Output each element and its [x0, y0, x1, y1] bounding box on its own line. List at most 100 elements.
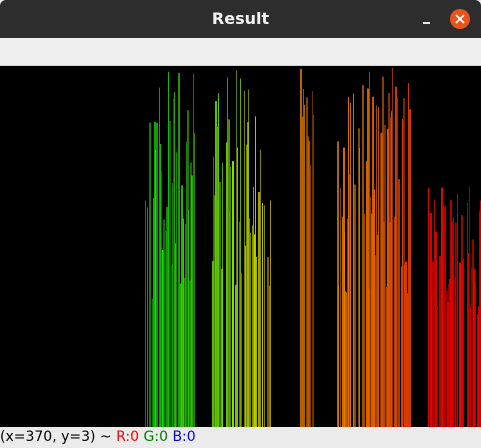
pixel-streak: [337, 141, 339, 427]
pixel-streak: [378, 106, 379, 427]
pixel-streak: [338, 285, 339, 427]
pixel-streak: [222, 163, 223, 427]
pixel-streak: [175, 243, 176, 427]
pixel-streak: [362, 85, 364, 427]
pixel-streak: [176, 152, 177, 427]
pixel-streak: [374, 189, 375, 427]
pixel-streak: [312, 91, 313, 427]
pixel-streak: [269, 285, 270, 427]
pixel-streak: [457, 193, 458, 427]
pixel-streak: [404, 264, 405, 427]
pixel-streak: [169, 121, 171, 427]
pixel-streak: [174, 92, 175, 427]
pixel-streak: [310, 165, 311, 427]
pixel-streak: [373, 196, 374, 427]
pixel-streak: [267, 257, 269, 427]
pixel-streak: [254, 234, 255, 427]
pixel-streak: [248, 89, 249, 427]
pixel-streak: [218, 93, 219, 427]
pixel-streak: [160, 143, 161, 427]
pixel-streak: [258, 192, 260, 427]
pixel-streak: [359, 148, 360, 427]
pixel-streak: [163, 219, 165, 427]
close-icon: [455, 14, 465, 24]
pixel-streak: [313, 114, 314, 427]
pixel-streak: [350, 102, 351, 427]
pixel-streak: [147, 207, 148, 427]
minimize-icon: [423, 22, 430, 24]
pixel-streak: [145, 200, 146, 427]
pixel-streak: [250, 232, 251, 427]
red-value: R:0: [116, 429, 140, 445]
pixel-streak: [407, 293, 408, 427]
minimize-button[interactable]: [414, 8, 438, 30]
pixel-streak: [344, 231, 345, 427]
pixel-streak: [459, 262, 461, 427]
pixel-streak: [443, 206, 445, 427]
pixel-streak: [397, 97, 398, 427]
pixel-streak: [264, 205, 265, 427]
pixel-streak: [156, 122, 158, 427]
pixel-streak: [232, 161, 234, 427]
pixel-streak: [152, 298, 153, 427]
pixel-streak: [392, 67, 393, 427]
pixel-streak: [255, 116, 256, 427]
pixel-streak: [370, 196, 371, 427]
pixel-streak: [161, 171, 162, 427]
pixel-streak: [405, 261, 407, 427]
pixel-streak: [456, 223, 457, 427]
pixel-streak: [403, 98, 405, 427]
pixel-streak: [445, 205, 446, 427]
green-value: G:0: [143, 429, 168, 445]
pixel-streak: [191, 175, 193, 427]
pixel-streak: [434, 199, 435, 427]
pixel-streak: [159, 87, 160, 427]
pixel-streak: [367, 88, 369, 427]
pixel-streak: [441, 187, 443, 427]
status-bar: (x=370, y=3) ~ R:0 G:0 B:0: [0, 427, 481, 448]
pixel-streak: [462, 258, 464, 427]
pixel-streak: [230, 166, 231, 427]
pixel-streak: [253, 186, 254, 427]
pixel-streak: [308, 141, 310, 427]
pixel-streak: [167, 206, 168, 427]
pixel-streak: [168, 71, 169, 427]
pixel-streak: [304, 104, 305, 427]
pixel-streak: [194, 132, 195, 427]
pixel-streak: [354, 184, 356, 427]
pixel-streak: [390, 117, 391, 427]
pixel-streak: [173, 98, 174, 427]
pixel-streak: [219, 181, 221, 427]
pixel-streak: [391, 111, 392, 427]
pixel-streak: [239, 221, 240, 427]
close-button[interactable]: [450, 9, 470, 29]
pixel-streak: [252, 225, 253, 427]
pixel-streak: [428, 187, 429, 427]
pixel-streak: [453, 217, 454, 427]
image-canvas[interactable]: [0, 66, 481, 427]
pixel-streak: [262, 202, 263, 427]
pixel-streak: [245, 245, 246, 427]
pixel-streak: [342, 216, 343, 427]
pixel-streak: [270, 200, 271, 427]
pixel-streak: [386, 286, 387, 427]
pixel-streak: [186, 141, 187, 427]
pixel-streak: [303, 88, 304, 427]
pixel-streak: [353, 93, 354, 427]
pixel-streak: [395, 86, 397, 427]
pixel-streak: [384, 125, 386, 427]
pixel-streak: [408, 83, 409, 427]
pixel-streak: [183, 222, 184, 427]
pixel-streak: [376, 105, 377, 427]
pixel-streak: [471, 266, 472, 427]
pixel-streak: [475, 281, 476, 427]
pixel-streak: [260, 149, 261, 427]
pixel-streak: [185, 224, 186, 427]
pixel-streak: [149, 122, 151, 427]
pixel-streak: [345, 291, 346, 427]
title-bar[interactable]: Result: [0, 0, 481, 38]
window-title: Result: [211, 9, 270, 28]
pixel-streak: [468, 252, 469, 427]
pixel-streak: [402, 118, 403, 427]
